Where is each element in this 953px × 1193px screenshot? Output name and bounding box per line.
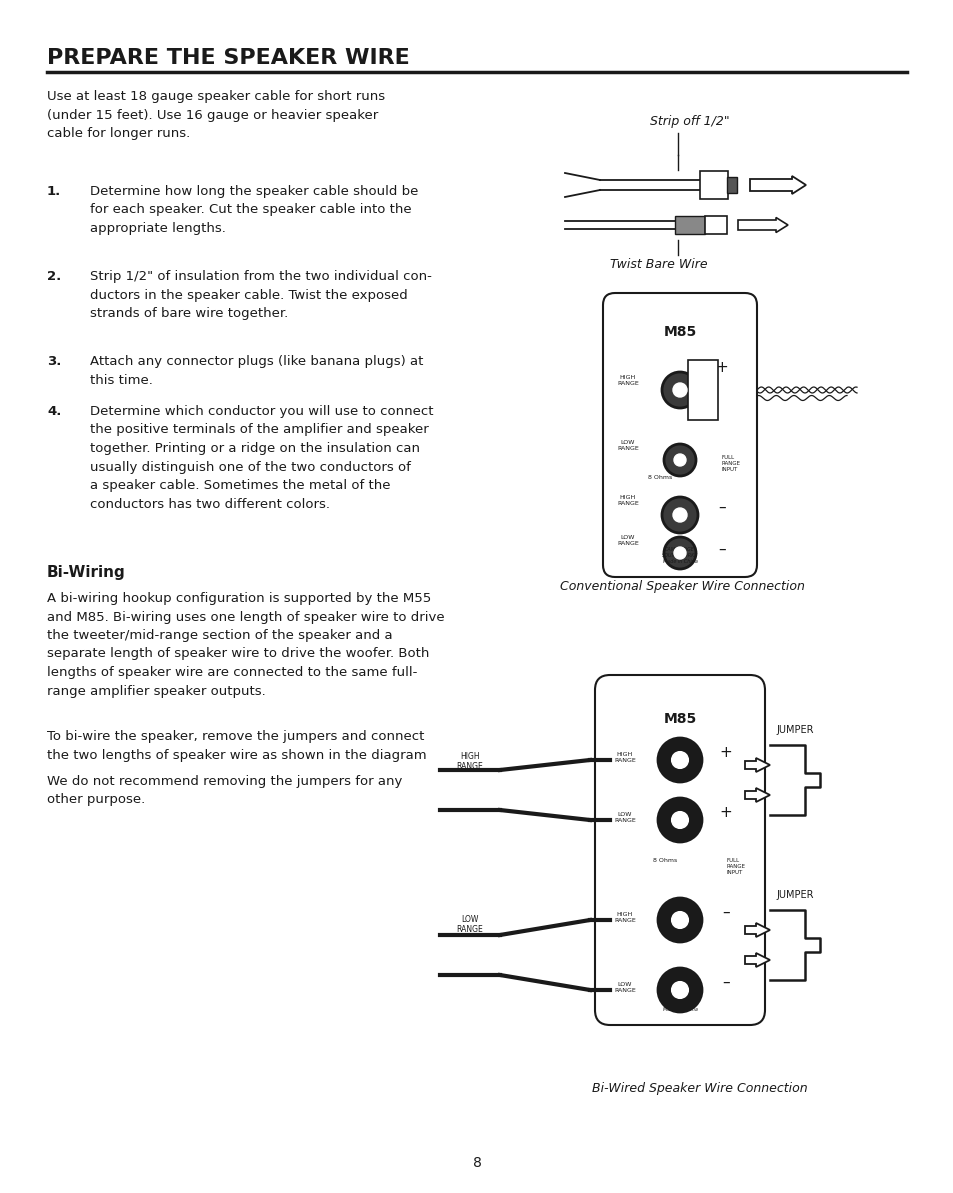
Text: 8 Ohms: 8 Ohms bbox=[652, 858, 677, 863]
Text: We do not recommend removing the jumpers for any
other purpose.: We do not recommend removing the jumpers… bbox=[47, 775, 402, 806]
Text: Cambridge
SoundWorks
Made in China: Cambridge SoundWorks Made in China bbox=[662, 995, 697, 1012]
Text: A bi-wiring hookup configuration is supported by the M55
and M85. Bi-wiring uses: A bi-wiring hookup configuration is supp… bbox=[47, 592, 444, 698]
Text: Determine how long the speaker cable should be
for each speaker. Cut the speaker: Determine how long the speaker cable sho… bbox=[90, 185, 418, 235]
Circle shape bbox=[671, 811, 688, 828]
Text: To bi-wire the speaker, remove the jumpers and connect
the two lengths of speake: To bi-wire the speaker, remove the jumpe… bbox=[47, 730, 426, 761]
Circle shape bbox=[658, 898, 701, 942]
Text: +: + bbox=[715, 360, 727, 375]
Circle shape bbox=[671, 752, 688, 768]
Text: M85: M85 bbox=[662, 324, 696, 339]
FancyBboxPatch shape bbox=[595, 675, 764, 1025]
Text: Use at least 18 gauge speaker cable for short runs
(under 15 feet). Use 16 gauge: Use at least 18 gauge speaker cable for … bbox=[47, 89, 385, 140]
Circle shape bbox=[661, 372, 698, 408]
FancyArrow shape bbox=[744, 758, 769, 772]
Text: M85: M85 bbox=[662, 712, 696, 727]
Text: JUMPER: JUMPER bbox=[776, 725, 813, 735]
Text: 1.: 1. bbox=[47, 185, 61, 198]
FancyArrow shape bbox=[744, 953, 769, 968]
Text: LOW
RANGE: LOW RANGE bbox=[456, 915, 483, 934]
Text: FULL
RANGE
INPUT: FULL RANGE INPUT bbox=[726, 858, 745, 874]
Text: Determine which conductor you will use to connect
the positive terminals of the : Determine which conductor you will use t… bbox=[90, 404, 433, 511]
Text: LOW
RANGE: LOW RANGE bbox=[614, 982, 636, 993]
Circle shape bbox=[658, 738, 701, 781]
Text: Twist Bare Wire: Twist Bare Wire bbox=[609, 258, 707, 271]
Text: 8: 8 bbox=[472, 1156, 481, 1170]
Circle shape bbox=[673, 548, 685, 560]
Text: 2.: 2. bbox=[47, 270, 61, 283]
Text: –: – bbox=[718, 500, 725, 515]
FancyArrow shape bbox=[744, 789, 769, 802]
Text: CAMBRIDGE
SOUNDWORKS
Made in China: CAMBRIDGE SOUNDWORKS Made in China bbox=[661, 548, 698, 563]
FancyBboxPatch shape bbox=[602, 293, 757, 577]
Circle shape bbox=[663, 537, 696, 569]
Text: HIGH
RANGE: HIGH RANGE bbox=[456, 752, 483, 772]
Circle shape bbox=[663, 444, 696, 476]
Text: LOW
RANGE: LOW RANGE bbox=[614, 812, 636, 823]
Circle shape bbox=[671, 982, 688, 999]
Circle shape bbox=[672, 383, 686, 397]
Text: Strip off 1/2": Strip off 1/2" bbox=[649, 115, 729, 128]
Text: Bi-Wiring: Bi-Wiring bbox=[47, 565, 126, 580]
Text: +: + bbox=[719, 805, 732, 820]
Text: LOW
RANGE: LOW RANGE bbox=[617, 440, 639, 451]
Text: –: – bbox=[721, 905, 729, 920]
Text: JUMPER: JUMPER bbox=[776, 890, 813, 900]
Text: –: – bbox=[721, 975, 729, 990]
Text: HIGH
RANGE: HIGH RANGE bbox=[617, 375, 639, 385]
Text: Strip 1/2" of insulation from the two individual con-
ductors in the speaker cab: Strip 1/2" of insulation from the two in… bbox=[90, 270, 432, 320]
Text: 3.: 3. bbox=[47, 356, 61, 367]
Bar bbox=[700, 171, 727, 199]
Circle shape bbox=[658, 968, 701, 1012]
FancyArrow shape bbox=[749, 177, 805, 194]
Text: +: + bbox=[719, 744, 732, 760]
Bar bbox=[687, 360, 718, 420]
Circle shape bbox=[658, 798, 701, 842]
Text: Bi-Wired Speaker Wire Connection: Bi-Wired Speaker Wire Connection bbox=[592, 1082, 807, 1095]
Circle shape bbox=[661, 497, 698, 533]
Bar bbox=[726, 177, 737, 193]
Text: HIGH
RANGE: HIGH RANGE bbox=[614, 752, 636, 762]
FancyArrow shape bbox=[738, 217, 787, 233]
Text: HIGH
RANGE: HIGH RANGE bbox=[617, 495, 639, 506]
Circle shape bbox=[671, 911, 688, 928]
Text: HIGH
RANGE: HIGH RANGE bbox=[614, 911, 636, 923]
Text: LOW
RANGE: LOW RANGE bbox=[617, 534, 639, 546]
Text: Attach any connector plugs (like banana plugs) at
this time.: Attach any connector plugs (like banana … bbox=[90, 356, 423, 387]
Text: Conventional Speaker Wire Connection: Conventional Speaker Wire Connection bbox=[559, 580, 804, 593]
Text: 4.: 4. bbox=[47, 404, 61, 418]
Text: –: – bbox=[718, 542, 725, 557]
Bar bbox=[704, 216, 726, 234]
Circle shape bbox=[673, 455, 685, 466]
Bar bbox=[675, 216, 704, 234]
FancyArrow shape bbox=[744, 923, 769, 937]
Text: FULL
RANGE
INPUT: FULL RANGE INPUT bbox=[721, 455, 740, 471]
Text: 8 Ohms: 8 Ohms bbox=[647, 475, 672, 480]
Text: PREPARE THE SPEAKER WIRE: PREPARE THE SPEAKER WIRE bbox=[47, 48, 410, 68]
Circle shape bbox=[672, 508, 686, 523]
